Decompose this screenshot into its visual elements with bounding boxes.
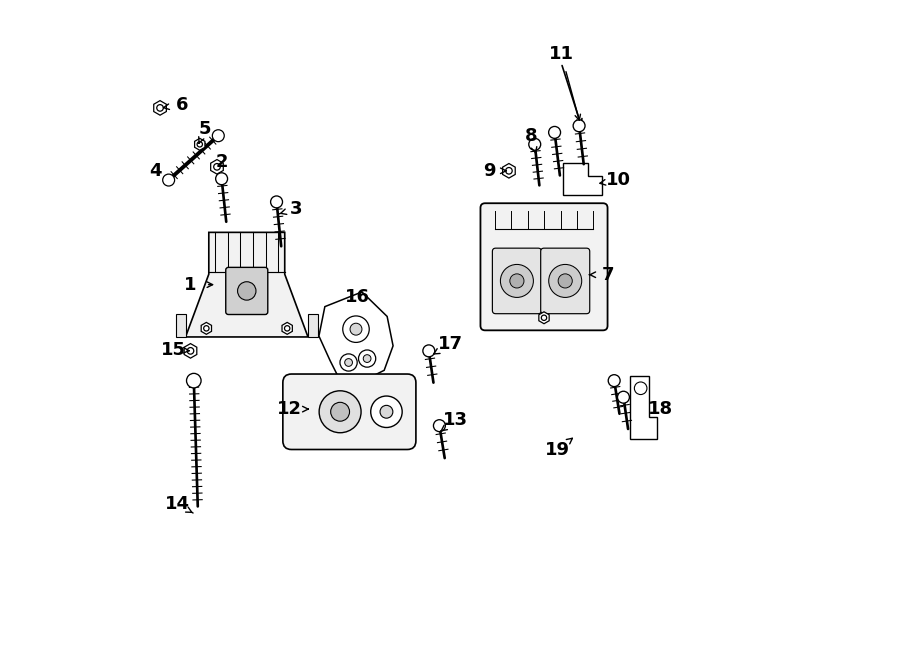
Text: 4: 4 bbox=[149, 162, 162, 180]
Circle shape bbox=[608, 375, 620, 387]
Circle shape bbox=[434, 420, 446, 432]
Polygon shape bbox=[194, 138, 205, 150]
Text: 18: 18 bbox=[648, 400, 673, 418]
Polygon shape bbox=[202, 322, 211, 334]
Text: 14: 14 bbox=[165, 495, 190, 514]
Circle shape bbox=[371, 396, 402, 428]
Circle shape bbox=[380, 405, 393, 418]
Circle shape bbox=[506, 167, 512, 174]
Text: 12: 12 bbox=[277, 400, 302, 418]
FancyBboxPatch shape bbox=[492, 248, 542, 314]
Circle shape bbox=[157, 105, 163, 111]
Circle shape bbox=[423, 345, 435, 357]
FancyBboxPatch shape bbox=[283, 374, 416, 449]
Circle shape bbox=[500, 264, 534, 297]
Circle shape bbox=[573, 120, 585, 132]
Circle shape bbox=[212, 130, 224, 142]
FancyBboxPatch shape bbox=[226, 267, 268, 314]
Circle shape bbox=[529, 138, 541, 150]
Circle shape bbox=[549, 126, 561, 138]
Polygon shape bbox=[539, 312, 549, 324]
Circle shape bbox=[330, 402, 349, 421]
FancyBboxPatch shape bbox=[541, 248, 590, 314]
Text: 1: 1 bbox=[184, 275, 197, 294]
Text: 8: 8 bbox=[525, 126, 537, 145]
Circle shape bbox=[558, 274, 572, 288]
Circle shape bbox=[634, 382, 647, 395]
Polygon shape bbox=[308, 314, 318, 337]
Circle shape bbox=[350, 323, 362, 335]
Polygon shape bbox=[282, 322, 292, 334]
Polygon shape bbox=[630, 376, 656, 439]
Text: 3: 3 bbox=[290, 199, 302, 218]
Circle shape bbox=[197, 142, 202, 147]
Text: 10: 10 bbox=[607, 171, 631, 189]
Polygon shape bbox=[185, 232, 308, 337]
Text: 9: 9 bbox=[483, 162, 496, 180]
Text: 11: 11 bbox=[549, 45, 573, 64]
Circle shape bbox=[271, 196, 283, 208]
Circle shape bbox=[216, 173, 228, 185]
Text: 7: 7 bbox=[601, 265, 614, 284]
Circle shape bbox=[358, 350, 375, 367]
Circle shape bbox=[345, 359, 353, 366]
Text: 5: 5 bbox=[199, 120, 212, 138]
Circle shape bbox=[364, 355, 371, 362]
Polygon shape bbox=[502, 164, 515, 178]
Polygon shape bbox=[211, 160, 223, 174]
Circle shape bbox=[541, 315, 546, 320]
Text: 19: 19 bbox=[544, 441, 570, 459]
Circle shape bbox=[203, 326, 209, 331]
FancyBboxPatch shape bbox=[481, 203, 608, 330]
Circle shape bbox=[340, 354, 357, 371]
Circle shape bbox=[320, 391, 361, 433]
Circle shape bbox=[549, 264, 581, 297]
Circle shape bbox=[343, 316, 369, 342]
Circle shape bbox=[509, 274, 524, 288]
Text: 15: 15 bbox=[161, 340, 185, 359]
Circle shape bbox=[187, 348, 194, 354]
Circle shape bbox=[213, 164, 220, 170]
Polygon shape bbox=[176, 314, 185, 337]
Text: 17: 17 bbox=[437, 335, 463, 354]
Text: 13: 13 bbox=[443, 411, 468, 430]
Polygon shape bbox=[184, 344, 197, 358]
Text: 6: 6 bbox=[176, 95, 188, 114]
Circle shape bbox=[284, 326, 290, 331]
Circle shape bbox=[238, 282, 256, 300]
Text: 16: 16 bbox=[345, 287, 370, 306]
Circle shape bbox=[163, 174, 175, 186]
Circle shape bbox=[186, 373, 201, 388]
Text: 2: 2 bbox=[215, 153, 228, 171]
Circle shape bbox=[617, 391, 629, 403]
Polygon shape bbox=[563, 163, 601, 195]
Polygon shape bbox=[154, 101, 166, 115]
Polygon shape bbox=[319, 292, 393, 390]
